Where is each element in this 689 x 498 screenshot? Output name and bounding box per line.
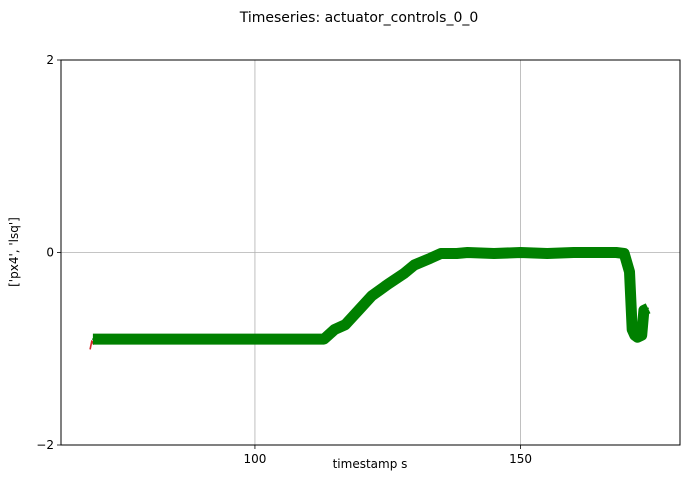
y-tick-label: 0 xyxy=(46,246,54,260)
data-point xyxy=(546,252,548,255)
data-point xyxy=(227,338,230,340)
data-point xyxy=(333,328,336,331)
data-point xyxy=(147,338,150,340)
chart-title: Timeseries: actuator_controls_0_0 xyxy=(239,10,479,26)
data-point xyxy=(456,252,458,255)
data-point xyxy=(307,338,309,340)
data-point xyxy=(440,252,442,255)
data-point xyxy=(634,334,636,337)
data-point xyxy=(89,348,91,350)
data-point xyxy=(280,338,283,340)
y-tick-label: 2 xyxy=(46,53,54,67)
series-noise-band xyxy=(92,247,651,345)
data-point xyxy=(631,328,633,331)
data-point xyxy=(466,251,469,254)
data-point xyxy=(647,307,649,310)
data-point xyxy=(643,309,645,312)
x-axis-label: timestamp s xyxy=(333,457,408,471)
y-axis-label: ['px4', 'lsq'] xyxy=(7,217,21,287)
data-point xyxy=(323,338,325,340)
x-tick-label: 100 xyxy=(243,452,266,466)
data-point xyxy=(371,295,373,297)
data-point xyxy=(628,271,631,273)
data-point xyxy=(493,252,495,255)
x-tick-label: 150 xyxy=(509,452,532,466)
data-point xyxy=(402,272,405,275)
data-point xyxy=(254,338,256,340)
data-point xyxy=(360,306,363,309)
data-point xyxy=(623,252,625,255)
data-point xyxy=(599,251,602,254)
data-point xyxy=(92,338,94,340)
y-tick-label: −2 xyxy=(36,438,54,452)
data-point xyxy=(413,264,416,266)
data-point xyxy=(91,340,93,342)
data-point xyxy=(636,336,639,339)
data-point xyxy=(201,338,203,340)
series-layer xyxy=(89,247,651,350)
data-point xyxy=(519,251,522,254)
series-1 xyxy=(92,247,651,345)
data-point xyxy=(387,283,389,286)
data-point xyxy=(429,257,432,260)
data-point xyxy=(121,338,123,340)
data-point xyxy=(174,338,176,340)
data-point xyxy=(344,323,347,326)
data-point xyxy=(615,251,617,254)
data-point xyxy=(572,251,575,254)
data-point xyxy=(640,334,643,337)
tick-layer: 100 150 −2 0 2 xyxy=(36,53,532,466)
